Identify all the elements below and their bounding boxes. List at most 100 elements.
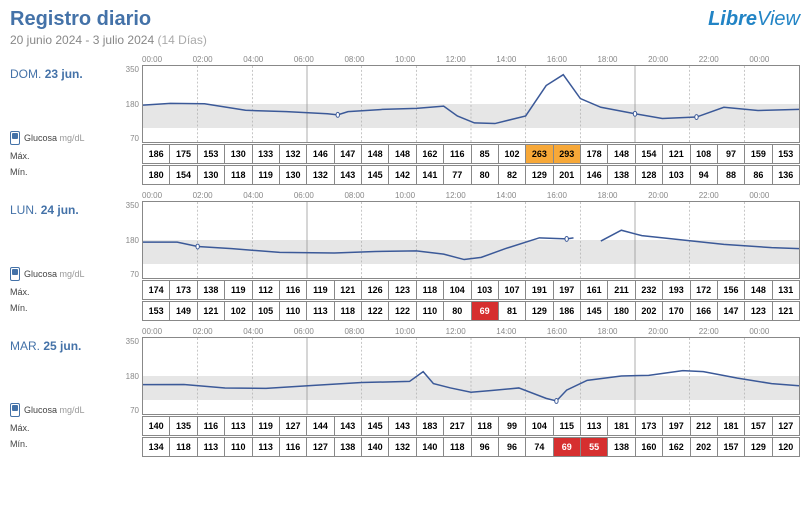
value-cell: 123 [388,280,416,300]
value-cell: 154 [635,144,663,164]
min-label: Mín. [10,439,110,449]
value-cell: 138 [197,280,225,300]
value-cell: 153 [772,144,800,164]
value-cell: 148 [744,280,772,300]
value-cell: 112 [252,280,280,300]
value-cell: 201 [553,165,581,185]
value-cell: 191 [525,280,553,300]
device-icon [10,267,20,281]
value-cell: 181 [607,416,635,436]
value-cell: 129 [525,301,553,321]
max-row: 1861751531301331321461471481481621168510… [118,144,800,164]
min-label: Mín. [10,167,110,177]
value-cell: 156 [717,280,745,300]
value-cell: 153 [197,144,225,164]
value-cell: 147 [334,144,362,164]
value-cell: 55 [580,437,608,457]
value-cell: 122 [361,301,389,321]
value-cell: 143 [334,416,362,436]
value-cell: 110 [224,437,252,457]
value-cell: 148 [388,144,416,164]
day-block: DOM. 23 jun. Glucosa mg/dL Máx. Mín. 00:… [10,55,800,185]
day-block: LUN. 24 jun. Glucosa mg/dL Máx. Mín. 00:… [10,191,800,321]
value-cell: 147 [717,301,745,321]
time-labels: 00:0002:0004:0006:0008:0010:0012:0014:00… [118,191,800,200]
value-cell: 108 [690,144,718,164]
value-cell: 81 [498,301,526,321]
day-label: DOM. 23 jun. [10,67,110,81]
value-cell: 127 [306,437,334,457]
value-cell: 154 [169,165,197,185]
value-cell: 232 [635,280,663,300]
value-cell: 145 [361,416,389,436]
day-label: LUN. 24 jun. [10,203,110,217]
value-cell: 148 [607,144,635,164]
value-cell: 143 [334,165,362,185]
glucose-chart [142,65,800,143]
day-block: MAR. 25 jun. Glucosa mg/dL Máx. Mín. 00:… [10,327,800,457]
value-cell: 161 [580,280,608,300]
value-cell: 138 [607,437,635,457]
value-cell: 202 [690,437,718,457]
value-cell: 127 [772,416,800,436]
value-cell: 118 [169,437,197,457]
value-cell: 197 [553,280,581,300]
value-cell: 118 [334,301,362,321]
value-cell: 69 [471,301,499,321]
value-cell: 82 [498,165,526,185]
value-cell: 102 [224,301,252,321]
value-cell: 180 [607,301,635,321]
value-cell: 140 [142,416,170,436]
value-cell: 121 [197,301,225,321]
value-cell: 166 [690,301,718,321]
value-cell: 77 [443,165,471,185]
value-cell: 217 [443,416,471,436]
value-cell: 178 [580,144,608,164]
glucose-info: Glucosa mg/dL Máx. Mín. [10,267,110,313]
glucose-info: Glucosa mg/dL Máx. Mín. [10,403,110,449]
value-cell: 123 [744,301,772,321]
y-axis: 35018070 [118,337,142,415]
max-row: 1741731381191121161191211261231181041031… [118,280,800,300]
value-cell: 157 [744,416,772,436]
device-icon [10,131,20,145]
value-cell: 145 [361,165,389,185]
value-cell: 183 [416,416,444,436]
value-cell: 129 [525,165,553,185]
value-cell: 162 [416,144,444,164]
value-cell: 94 [690,165,718,185]
value-cell: 113 [252,437,280,457]
value-cell: 149 [169,301,197,321]
time-labels: 00:0002:0004:0006:0008:0010:0012:0014:00… [118,327,800,336]
value-cell: 126 [361,280,389,300]
value-cell: 80 [471,165,499,185]
value-cell: 119 [252,416,280,436]
value-cell: 181 [717,416,745,436]
max-row: 1401351161131191271441431451431832171189… [118,416,800,436]
value-cell: 105 [252,301,280,321]
value-cell: 103 [471,280,499,300]
value-cell: 186 [553,301,581,321]
value-cell: 157 [717,437,745,457]
value-cell: 96 [471,437,499,457]
page-title: Registro diario [10,8,207,31]
value-cell: 116 [279,437,307,457]
value-cell: 86 [744,165,772,185]
value-cell: 145 [580,301,608,321]
glucose-chart [142,201,800,279]
value-cell: 118 [443,437,471,457]
value-cell: 118 [471,416,499,436]
value-cell: 118 [224,165,252,185]
value-cell: 120 [772,437,800,457]
min-row: 1531491211021051101131181221221108069811… [118,301,800,321]
value-cell: 130 [224,144,252,164]
value-cell: 132 [388,437,416,457]
value-cell: 143 [388,416,416,436]
value-cell: 116 [197,416,225,436]
value-cell: 129 [744,437,772,457]
value-cell: 144 [306,416,334,436]
header: Registro diario 20 junio 2024 - 3 julio … [10,8,800,47]
value-cell: 160 [635,437,663,457]
value-cell: 116 [443,144,471,164]
glucose-info: Glucosa mg/dL Máx. Mín. [10,131,110,177]
